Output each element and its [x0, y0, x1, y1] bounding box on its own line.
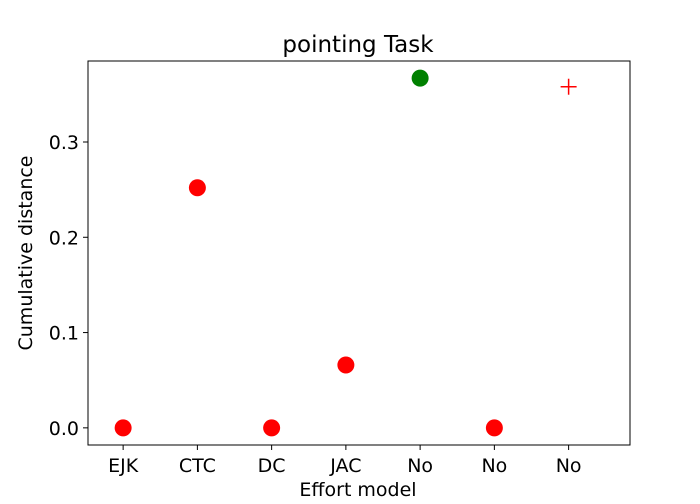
data-point	[114, 419, 132, 437]
data-point	[188, 179, 206, 197]
x-tick-label: EJK	[108, 455, 139, 477]
data-point	[411, 69, 429, 87]
x-tick-label: DC	[258, 455, 286, 477]
y-tick-label: 0.1	[49, 323, 79, 345]
chart-title: pointing Task	[282, 32, 434, 58]
y-axis-label: Cumulative distance	[15, 156, 37, 351]
x-axis-label: Effort model	[299, 479, 416, 500]
y-tick-label: 0.2	[49, 227, 79, 249]
x-tick-label: No	[481, 455, 507, 477]
data-point	[263, 419, 281, 437]
data-point-plus	[560, 78, 577, 95]
data-point	[337, 356, 355, 374]
data-point	[485, 419, 503, 437]
y-tick-label: 0.3	[49, 132, 79, 154]
y-tick-label: 0.0	[49, 418, 79, 440]
x-tick-label: CTC	[179, 455, 216, 477]
plot-frame	[87, 60, 631, 446]
x-tick-label: No	[556, 455, 582, 477]
plot-area: EJK CTC DC JAC No No No 0.0 0.1 0.2 0.3	[49, 60, 631, 477]
x-tick-label: No	[407, 455, 433, 477]
x-tick-label: JAC	[329, 455, 361, 477]
